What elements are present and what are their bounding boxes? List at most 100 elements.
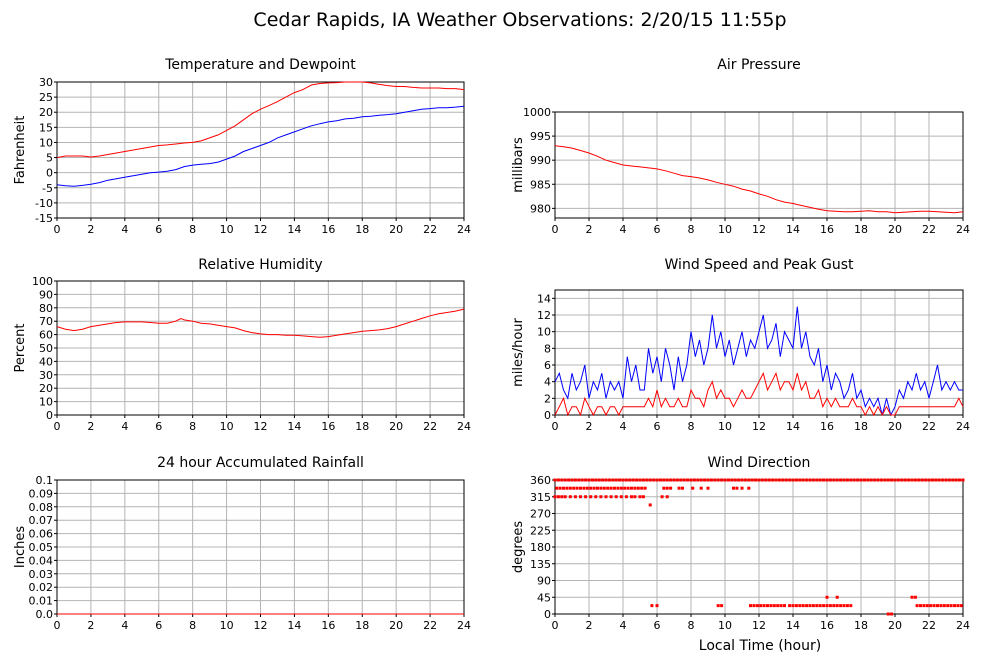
data-point xyxy=(614,478,618,482)
data-point xyxy=(573,478,577,482)
data-point xyxy=(655,478,659,482)
data-point xyxy=(675,478,679,482)
data-point xyxy=(932,604,936,608)
data-point xyxy=(638,495,642,499)
data-point xyxy=(589,486,593,490)
data-point xyxy=(959,604,963,608)
data-point xyxy=(893,478,897,482)
data-point xyxy=(832,604,836,608)
data-point xyxy=(890,478,894,482)
x-tick-label: 22 xyxy=(423,223,437,236)
y-tick-label: 0.09 xyxy=(29,487,54,500)
data-point xyxy=(907,478,911,482)
y-tick-label: 12 xyxy=(537,309,551,322)
data-point xyxy=(839,478,843,482)
data-point xyxy=(936,604,939,608)
y-tick-label: 0.02 xyxy=(29,581,54,594)
data-point xyxy=(856,478,860,482)
x-tick-label: 14 xyxy=(287,223,301,236)
data-point xyxy=(919,604,922,608)
data-point xyxy=(886,478,890,482)
data-point xyxy=(862,478,866,482)
data-point xyxy=(597,478,601,482)
x-tick-label: 24 xyxy=(956,223,970,236)
data-point xyxy=(953,604,956,608)
x-tick-label: 0 xyxy=(552,420,559,433)
data-point xyxy=(568,486,572,490)
data-point xyxy=(604,495,608,499)
data-point xyxy=(699,486,703,490)
data-point xyxy=(822,604,826,608)
data-point xyxy=(723,478,727,482)
x-tick-label: 2 xyxy=(586,420,593,433)
series-line xyxy=(56,105,465,187)
x-tick-label: 2 xyxy=(87,420,94,433)
data-point xyxy=(682,478,686,482)
x-tick-label: 12 xyxy=(254,420,268,433)
data-point xyxy=(769,604,773,608)
y-tick-label: 60 xyxy=(39,329,53,342)
y-tick-label: 0.08 xyxy=(29,501,54,514)
data-point xyxy=(660,495,664,499)
data-point xyxy=(613,486,616,490)
data-point xyxy=(556,495,560,499)
data-point xyxy=(883,478,887,482)
x-tick-label: 6 xyxy=(155,420,162,433)
data-point xyxy=(563,478,567,482)
data-point xyxy=(890,612,894,616)
data-point xyxy=(584,495,588,499)
data-point xyxy=(832,478,836,482)
data-point xyxy=(771,478,775,482)
data-point xyxy=(842,478,846,482)
x-tick-label: 20 xyxy=(389,223,403,236)
data-point xyxy=(825,604,829,608)
data-point xyxy=(553,478,557,482)
x-tick-label: 14 xyxy=(786,619,800,632)
x-tick-label: 18 xyxy=(355,223,369,236)
y-tick-label: 180 xyxy=(530,541,551,554)
x-tick-label: 12 xyxy=(254,619,268,632)
x-tick-label: 20 xyxy=(888,420,902,433)
data-point xyxy=(845,478,849,482)
x-tick-label: 2 xyxy=(87,619,94,632)
y-tick-label: 0 xyxy=(46,409,53,422)
data-point xyxy=(602,486,606,490)
y-tick-label: 10 xyxy=(537,326,551,339)
y-tick-label: 0.03 xyxy=(29,568,54,581)
data-point xyxy=(645,478,649,482)
x-tick-label: 10 xyxy=(718,223,732,236)
data-point xyxy=(686,478,690,482)
x-tick-label: 18 xyxy=(355,619,369,632)
panel-title: Wind Direction xyxy=(708,455,811,471)
data-point xyxy=(828,604,832,608)
data-point xyxy=(774,478,778,482)
data-point xyxy=(606,486,610,490)
data-point xyxy=(752,604,756,608)
x-tick-label: 22 xyxy=(922,619,936,632)
data-point xyxy=(766,604,769,608)
data-point xyxy=(815,604,819,608)
data-point xyxy=(630,486,633,490)
data-point xyxy=(939,604,943,608)
x-tick-label: 4 xyxy=(121,420,128,433)
y-tick-label: 20 xyxy=(39,382,53,395)
series-line xyxy=(56,308,465,338)
y-tick-label: 20 xyxy=(39,106,53,119)
x-tick-label: 8 xyxy=(189,619,196,632)
panel-title: Relative Humidity xyxy=(198,257,322,273)
data-point xyxy=(956,604,960,608)
data-point xyxy=(791,478,795,482)
data-point xyxy=(784,478,788,482)
data-point xyxy=(630,495,633,499)
panel-pressure: 0 2 4 6 8 10 12 14 16 18 20 22 249809859909951000Air… xyxy=(511,57,970,236)
x-tick-label: 0 xyxy=(552,619,559,632)
data-point xyxy=(672,478,676,482)
data-point xyxy=(589,495,593,499)
data-point xyxy=(737,478,741,482)
data-point xyxy=(947,478,951,482)
x-tick-label: 14 xyxy=(786,420,800,433)
data-point xyxy=(828,478,832,482)
data-point xyxy=(562,486,565,490)
data-point xyxy=(716,604,720,608)
data-point xyxy=(624,495,628,499)
